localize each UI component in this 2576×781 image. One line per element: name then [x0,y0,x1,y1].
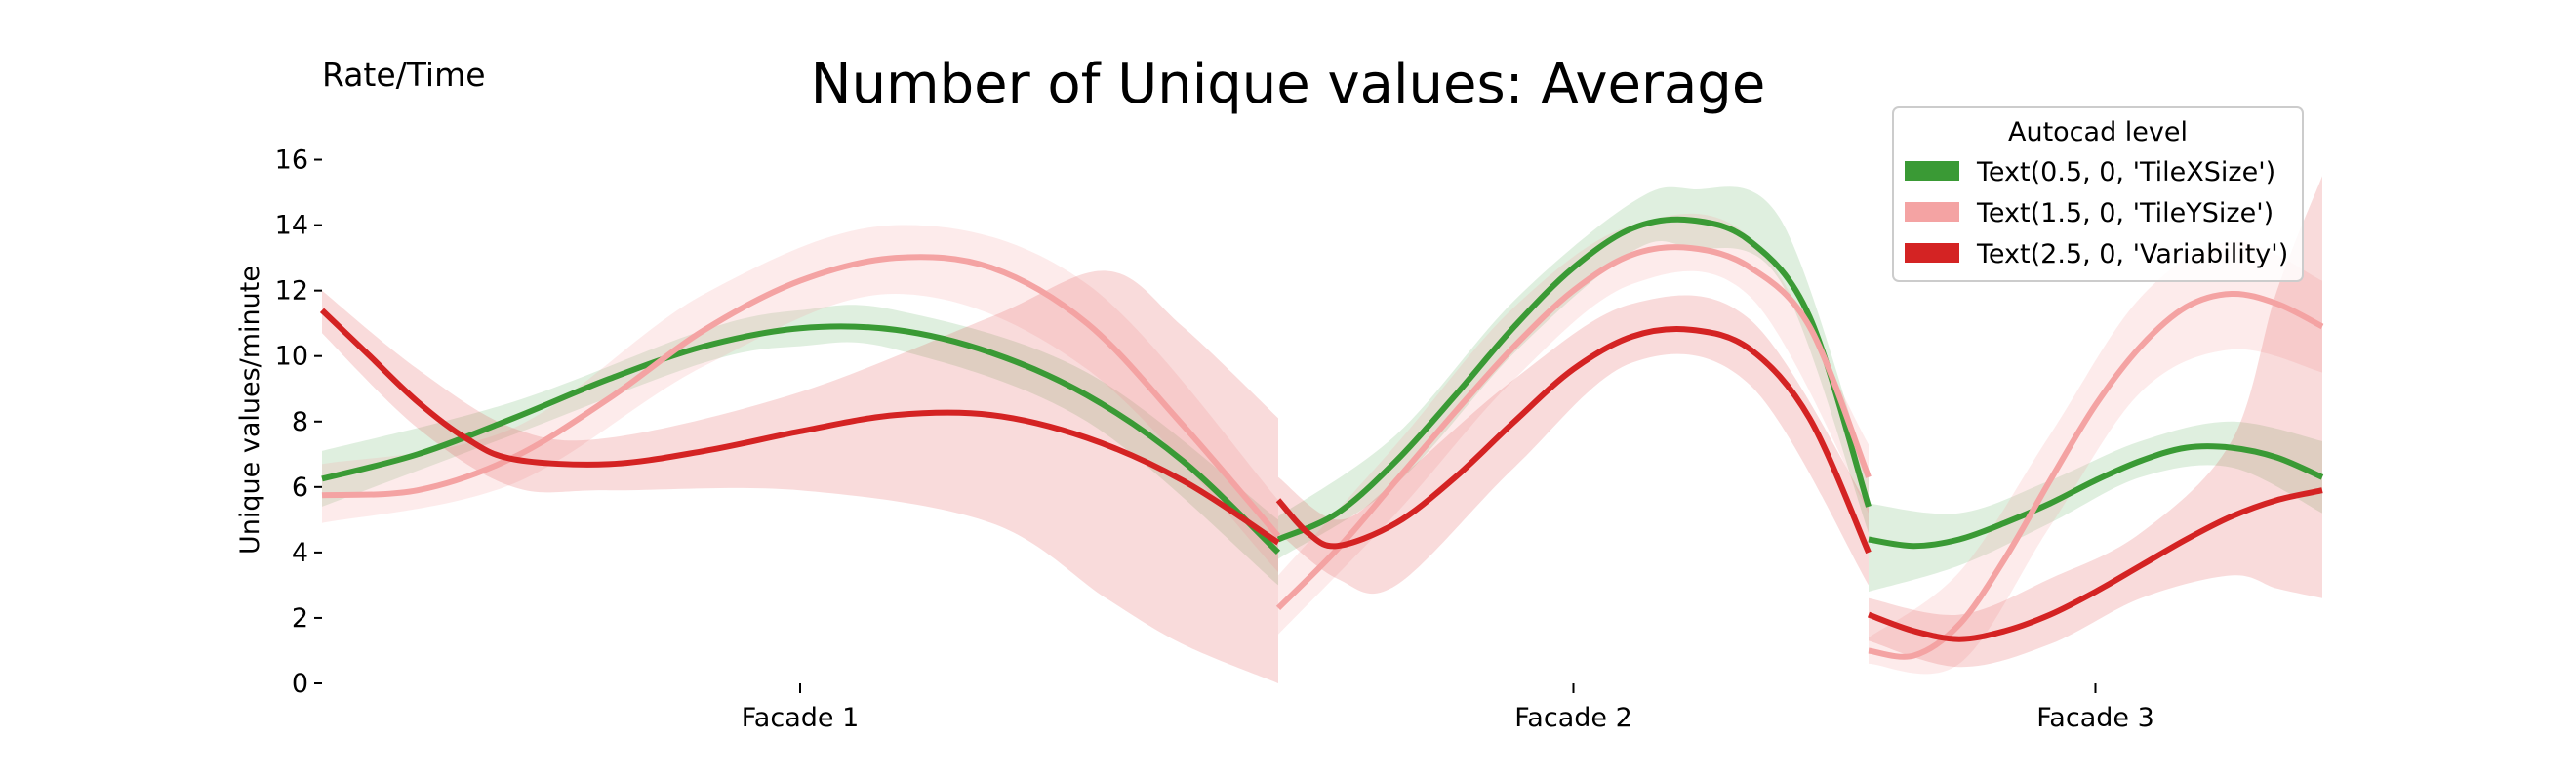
chart-title: Number of Unique values: Average [811,53,1766,116]
legend: Autocad level Text(0.5, 0, 'TileXSize') … [1892,106,2304,282]
line-series-0-segment-1 [1276,216,1872,543]
y-axis: 0 2 4 6 8 10 12 14 16 [275,145,322,699]
y-tick-label-4: 4 [292,538,308,568]
band-series-1-segment-0 [322,225,1278,572]
legend-title: Autocad level [2008,117,2188,147]
legend-label-1: Text(1.5, 0, 'TileYSize') [1976,198,2274,228]
legend-label-0: Text(0.5, 0, 'TileXSize') [1976,157,2275,187]
line-series-2-segment-0 [319,308,1280,546]
x-tick-label-2: Facade 3 [2036,703,2154,733]
x-axis: Facade 1 Facade 2 Facade 3 [742,683,2154,733]
y-tick-label-0: 0 [292,669,308,699]
line-series-2-segment-2 [1867,487,2323,642]
y-axis-label: Unique values/minute [235,266,265,555]
band-series-0-segment-2 [1869,421,2322,593]
band-series-2-segment-1 [1278,295,1869,595]
y-tick-label-10: 10 [275,342,308,372]
line-series-1-segment-1 [1275,244,1872,611]
legend-swatch-0 [1905,161,1959,181]
y-tick-label-12: 12 [275,276,308,307]
y-tick-label-16: 16 [275,145,308,176]
line-series-2-segment-1 [1275,326,1872,555]
legend-swatch-2 [1905,243,1959,263]
y-tick-label-6: 6 [292,473,308,503]
band-series-1-segment-2 [1869,241,2322,675]
legend-swatch-1 [1905,202,1959,222]
corner-label: Rate/Time [322,56,486,94]
x-tick-label-0: Facade 1 [742,703,860,733]
legend-label-2: Text(2.5, 0, 'Variability') [1976,239,2288,269]
x-tick-label-1: Facade 2 [1514,703,1632,733]
legend-frame [1892,106,2304,282]
band-series-0-segment-0 [322,305,1278,586]
band-series-0-segment-1 [1278,186,1869,559]
y-tick-label-2: 2 [292,603,308,634]
line-series-1-segment-2 [1868,290,2324,660]
y-tick-label-8: 8 [292,407,308,437]
line-series-0-segment-2 [1868,443,2324,550]
line-series-1-segment-0 [321,254,1281,539]
y-tick-label-14: 14 [275,211,308,241]
line-series-0-segment-0 [321,323,1281,555]
band-series-2-segment-2 [1869,176,2322,668]
series-lines [319,216,2324,660]
band-series-1-segment-1 [1278,213,1869,635]
